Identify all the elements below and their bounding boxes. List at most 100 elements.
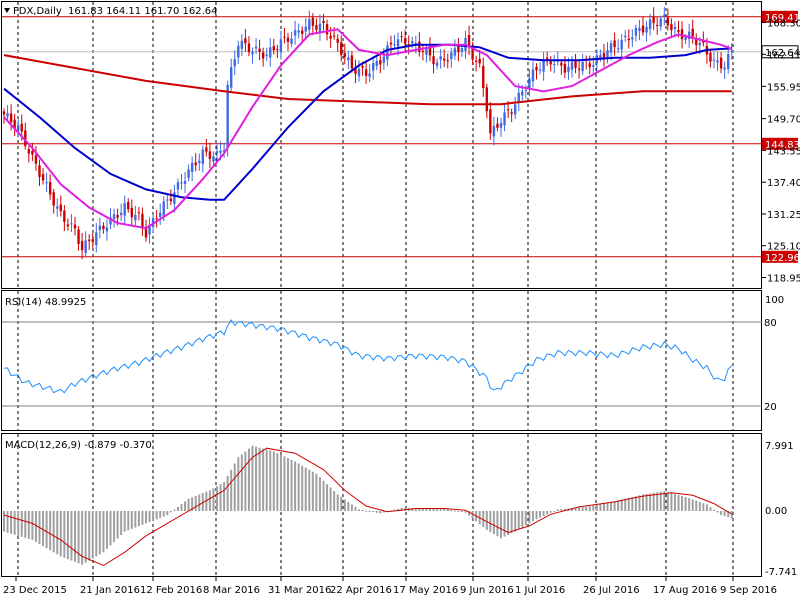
macd-bar [10,511,13,534]
macd-bar [436,508,439,511]
macd-bar [205,491,208,511]
candle-up [109,217,112,225]
macd-bar [329,487,332,511]
date-tick-label: 1 Jul 2016 [515,585,565,596]
candle-down [379,59,382,65]
price-tick-label: 118.95 [767,274,800,285]
macd-bar [326,484,329,511]
candle-up [119,212,123,216]
main-pane-frame [1,1,762,289]
candle-up [687,31,691,40]
level-label: 122.96 [765,253,800,264]
date-tick-label: 31 Mar 2016 [268,585,331,596]
macd-bar [219,484,222,511]
macd-bar [343,499,346,511]
macd-bar [663,491,666,511]
candle-down [549,61,552,65]
macd-bar [350,504,353,511]
candle-up [450,52,453,60]
candle-up [567,66,570,72]
macd-bar [581,507,584,511]
macd-bar [262,448,265,511]
price-axis: 168.30 162.15 155.95 149.70 143.55 137.40 131.… [762,19,800,285]
macd-bar [17,511,20,536]
macd-indicator: 7.991 0.00 -7.741 [3,441,797,578]
macd-bar [723,511,726,517]
candle-up [599,55,602,59]
macd-bar [500,511,502,539]
macd-bar [411,508,414,511]
rsi-tick-100: 100 [765,295,784,306]
macd-bar [308,469,311,511]
candle-down [709,52,712,62]
macd-bar [251,445,254,511]
triangle-down-icon[interactable] [4,8,10,13]
macd-bar [631,496,634,511]
candle-down [588,63,591,68]
date-tick-label: 21 Jan 2016 [80,585,140,596]
candle-down [482,66,485,89]
macd-bar [31,511,34,540]
macd-bar [322,480,325,511]
macd-bar [194,495,197,511]
price-tick-label: 125.10 [767,242,800,253]
candle-down [719,57,723,69]
candle-up [226,84,229,148]
candle-down [496,123,499,128]
moving-averages [3,28,733,230]
candle-up [606,50,609,58]
macd-bar [301,465,304,511]
macd-bar [145,511,147,524]
macd-bar [542,511,545,516]
macd-bar [347,501,350,511]
macd-bar [180,504,183,511]
rsi-line [3,319,733,394]
macd-bar [720,511,723,516]
macd-bar [670,493,673,511]
candle-up [308,19,311,30]
candle-up [123,203,126,216]
candle-up [616,48,620,50]
vertical-grid [17,2,734,576]
macd-bar [439,508,442,511]
candle-up [531,69,535,82]
candle-down [545,57,549,60]
price-tick-label: 149.70 [767,115,800,126]
macd-bar [169,511,172,513]
candle-up [279,39,283,53]
candle-down [389,42,393,45]
macd-bar [176,506,179,511]
candle-down [350,55,354,69]
macd-bar [354,506,357,511]
candle-down [286,37,290,42]
time-axis: 23 Dec 2015 21 Jan 2016 12 Feb 2016 8 Mar 2… [3,577,777,596]
candle-down [336,38,339,43]
level-label: 144.83 [765,140,800,151]
candle-up [190,162,194,172]
candle-up [98,225,102,231]
candle-down [247,43,251,53]
macd-bar [549,511,552,513]
macd-bar [397,508,400,511]
macd-bar [691,499,694,511]
macd-bar [620,499,623,511]
macd-bar [642,494,644,511]
macd-bar [91,511,94,559]
macd-bar [666,492,669,511]
candle-down [315,25,318,30]
rsi-label: RSI(14) 48.9925 [5,297,86,308]
candle-down [361,65,364,68]
candle-up [521,91,524,96]
macd-bar [358,509,360,511]
candle-up [620,39,623,50]
candle-up [17,125,20,132]
candle-down [695,38,698,46]
candle-down [130,207,133,218]
macd-bar [649,493,652,511]
macd-bar [507,511,510,535]
macd-bar [283,456,286,511]
candle-up [553,63,556,65]
candle-down [80,241,84,251]
macd-bar [531,511,534,522]
